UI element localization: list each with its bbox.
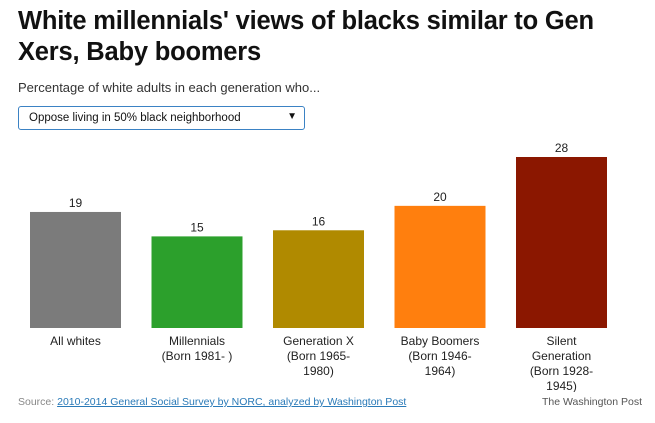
bar-chart: 19 All whites 15 Millennials (Born 1981- ) 16… xyxy=(30,141,607,392)
dropdown-selected-value: Oppose living in 50% black neighborhood xyxy=(29,112,241,124)
category-label-0: All whites xyxy=(50,334,101,348)
bar-4 xyxy=(516,157,607,328)
value-label-3: 20 xyxy=(433,190,447,204)
source-link[interactable]: 2010-2014 General Social Survey by NORC,… xyxy=(57,396,407,408)
category-label-3: Baby Boomers (Born 1946-1964) xyxy=(401,334,480,378)
bar-2 xyxy=(273,230,364,328)
triangle-down-icon: ▼ xyxy=(287,111,297,122)
chart-subtitle: Percentage of white adults in each gener… xyxy=(18,80,321,95)
measure-select-dropdown[interactable]: Oppose living in 50% black neighborhood … xyxy=(18,106,305,130)
credit-logo-text: The Washington Post xyxy=(542,396,642,408)
bar-0 xyxy=(30,211,121,328)
value-label-2: 16 xyxy=(312,214,326,228)
value-label-1: 15 xyxy=(190,220,204,234)
bar-1 xyxy=(151,236,243,328)
category-label-2: Generation X (Born 1965-1980) xyxy=(283,334,354,378)
source-note: Source: 2010-2014 General Social Survey … xyxy=(18,396,406,408)
category-label-1: Millennials (Born 1981- ) xyxy=(162,334,233,363)
category-label-4: Silent Generation (Born 1928-1945) xyxy=(530,334,593,392)
chart-title: White millennials' views of blacks simil… xyxy=(18,7,594,66)
source-prefix: Source: xyxy=(18,396,55,408)
bar-3 xyxy=(394,205,486,328)
value-label-4: 28 xyxy=(555,141,569,155)
value-label-0: 19 xyxy=(69,196,83,210)
